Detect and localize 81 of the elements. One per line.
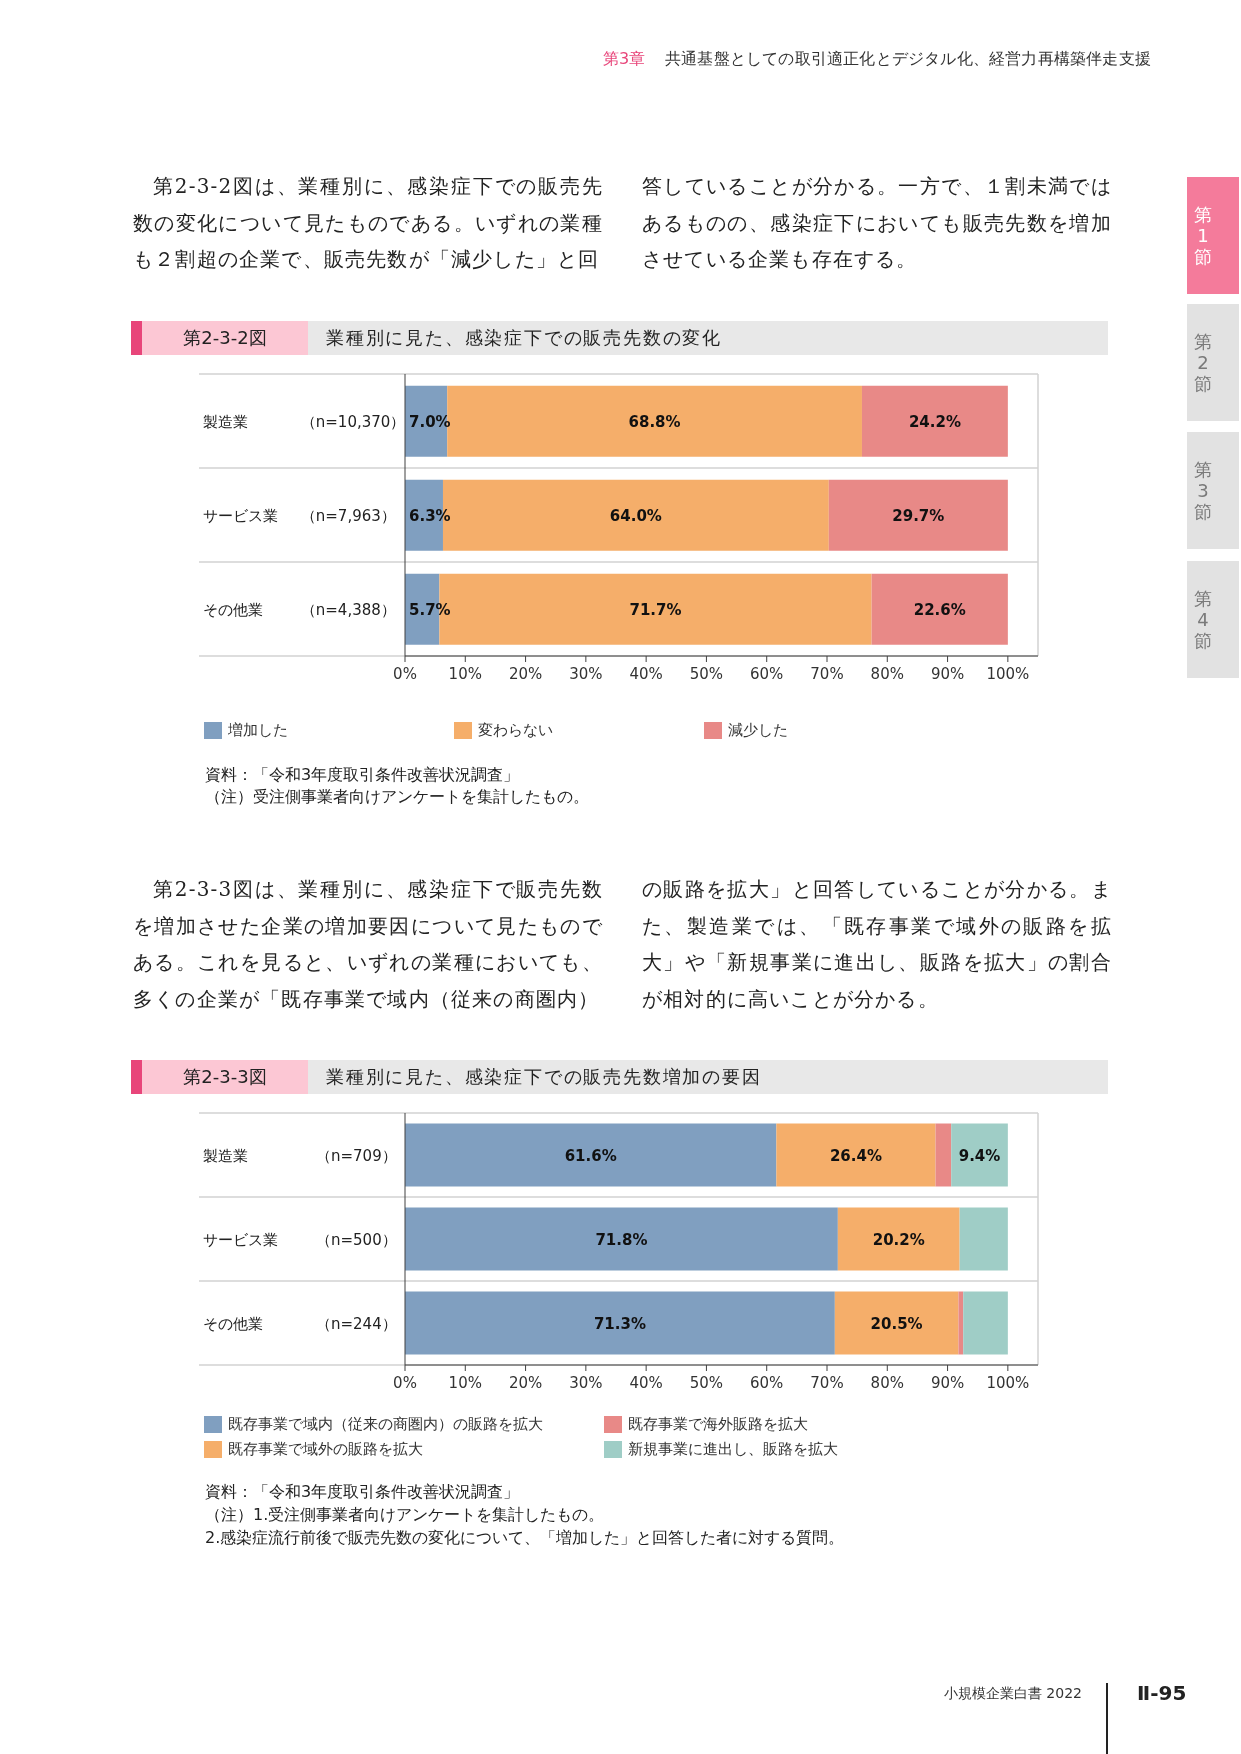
x-tick-label: 0% xyxy=(393,664,417,683)
legend-label: 既存事業で域内（従来の商圏内）の販路を拡大 xyxy=(228,1415,543,1433)
x-tick-label: 70% xyxy=(810,1373,844,1392)
text: 第3章 xyxy=(603,49,646,69)
legend-label: 増加した xyxy=(228,721,288,739)
bar xyxy=(828,479,1008,551)
bar xyxy=(405,1207,838,1271)
section-tab: 第4節 xyxy=(1187,561,1239,678)
x-tick-label: 30% xyxy=(569,664,603,683)
data-label: 29.7% xyxy=(892,506,945,525)
bar xyxy=(871,573,1008,645)
data-label: 26.4% xyxy=(829,1146,882,1165)
x-tick-label: 100% xyxy=(986,1373,1030,1392)
x-tick-label: 80% xyxy=(870,664,904,683)
data-label: 20.5% xyxy=(870,1314,923,1333)
data-label: 20.2% xyxy=(872,1230,925,1249)
text: 共通基盤としての取引適正化とデジタル化、経営力再構築伴走支援 xyxy=(665,49,1151,69)
data-label: 22.6% xyxy=(913,600,966,619)
data-label: 71.3% xyxy=(593,1314,646,1333)
legend-label: 既存事業で海外販路を拡大 xyxy=(628,1415,808,1433)
x-tick-label: 10% xyxy=(448,1373,482,1392)
category-label: サービス業 （n=7,963） xyxy=(203,506,396,525)
x-tick-label: 20% xyxy=(508,1373,543,1392)
data-label: 9.4% xyxy=(958,1146,1001,1165)
section-tab: 第2節 xyxy=(1187,304,1239,421)
x-tick-label: 60% xyxy=(750,1373,784,1392)
text: 小規模企業白書 2022 xyxy=(942,1684,1082,1703)
text: 第2-3-2図は、業種別に、感染症下での販売先数の変化について見たものである。いずれの業種も２割超の企業で、販売先数が「減少した」と回 xyxy=(133,173,603,273)
bar xyxy=(951,1123,1008,1187)
x-tick-label: 30% xyxy=(569,1373,603,1392)
x-tick-label: 40% xyxy=(629,664,663,683)
x-tick-label: 50% xyxy=(689,664,724,683)
bar xyxy=(405,1123,777,1187)
text: （注）1.受注側事業者向けアンケートを集計したもの。 xyxy=(205,1504,605,1526)
x-tick-label: 10% xyxy=(448,664,482,683)
bar xyxy=(958,1291,964,1355)
x-tick-label: 90% xyxy=(930,1373,965,1392)
section-tab: 第1節 xyxy=(1187,177,1239,294)
bar xyxy=(837,1207,960,1271)
bar xyxy=(963,1291,1008,1355)
text: 資料：「令和3年度取引条件改善状況調査」 xyxy=(205,1481,520,1503)
x-tick-label: 80% xyxy=(870,1373,904,1392)
data-label: 68.8% xyxy=(628,412,681,431)
bar xyxy=(405,1291,835,1355)
x-tick-label: 70% xyxy=(810,664,844,683)
x-tick-label: 100% xyxy=(986,664,1030,683)
x-tick-label: 20% xyxy=(508,664,543,683)
bar xyxy=(959,1207,1008,1271)
legend-label: 新規事業に進出し、販路を拡大 xyxy=(628,1440,838,1458)
legend-label: 既存事業で域外の販路を拡大 xyxy=(228,1440,423,1458)
x-tick-label: 50% xyxy=(689,1373,724,1392)
text: Ⅱ-95 xyxy=(1137,1680,1187,1706)
category-label: 製造業 （n=10,370） xyxy=(203,412,406,431)
chart-title: 第2-3-2図 業種別に見た、感染症下での販売先数の変化 xyxy=(183,327,722,348)
x-tick-label: 60% xyxy=(750,664,784,683)
category-label: その他業 （n=4,388） xyxy=(203,600,396,619)
data-label: 64.0% xyxy=(609,506,662,525)
legend-label: 変わらない xyxy=(478,721,553,739)
text: 答していることが分かる。一方で、１割未満ではあるものの、感染症下においても販売先数を増加させている企業も存在する。 xyxy=(642,173,1112,273)
text: 資料：「令和3年度取引条件改善状況調査」 xyxy=(205,764,520,786)
legend-label: 減少した xyxy=(728,721,788,739)
data-label: 71.7% xyxy=(629,600,682,619)
text: （注）受注側事業者向けアンケートを集計したもの。 xyxy=(205,786,589,808)
category-label: 製造業 （n=709） xyxy=(203,1146,397,1165)
section-tab: 第3節 xyxy=(1187,432,1239,549)
category-label: その他業 （n=244） xyxy=(203,1314,397,1333)
bar xyxy=(935,1123,952,1187)
x-tick-label: 90% xyxy=(930,664,965,683)
data-label: 61.6% xyxy=(564,1146,617,1165)
text: 第2-3-3図は、業種別に、感染症下で販売先数を増加させた企業の増加要因について見たものである。これを見ると、いずれの業種においても、多くの企業が「既存事業で域内（従来の商圏内） xyxy=(133,876,603,1013)
text: の販路を拡大」と回答していることが分かる。また、製造業では、「既存事業で域外の販路を拡大」や「新規事業に進出し、販路を拡大」の割合が相対的に高いことが分かる。 xyxy=(642,876,1112,1013)
x-tick-label: 40% xyxy=(629,1373,663,1392)
text: 2.感染症流行前後で販売先数の変化について、「増加した」と回答した者に対する質問。 xyxy=(205,1527,845,1549)
category-label: サービス業 （n=500） xyxy=(203,1230,397,1249)
data-label: 24.2% xyxy=(908,412,961,431)
data-label: 71.8% xyxy=(595,1230,648,1249)
bar xyxy=(861,385,1008,457)
chart-title: 第2-3-3図 業種別に見た、感染症下での販売先数増加の要因 xyxy=(183,1066,762,1087)
bar xyxy=(776,1123,936,1187)
bar xyxy=(834,1291,959,1355)
x-tick-label: 0% xyxy=(393,1373,417,1392)
